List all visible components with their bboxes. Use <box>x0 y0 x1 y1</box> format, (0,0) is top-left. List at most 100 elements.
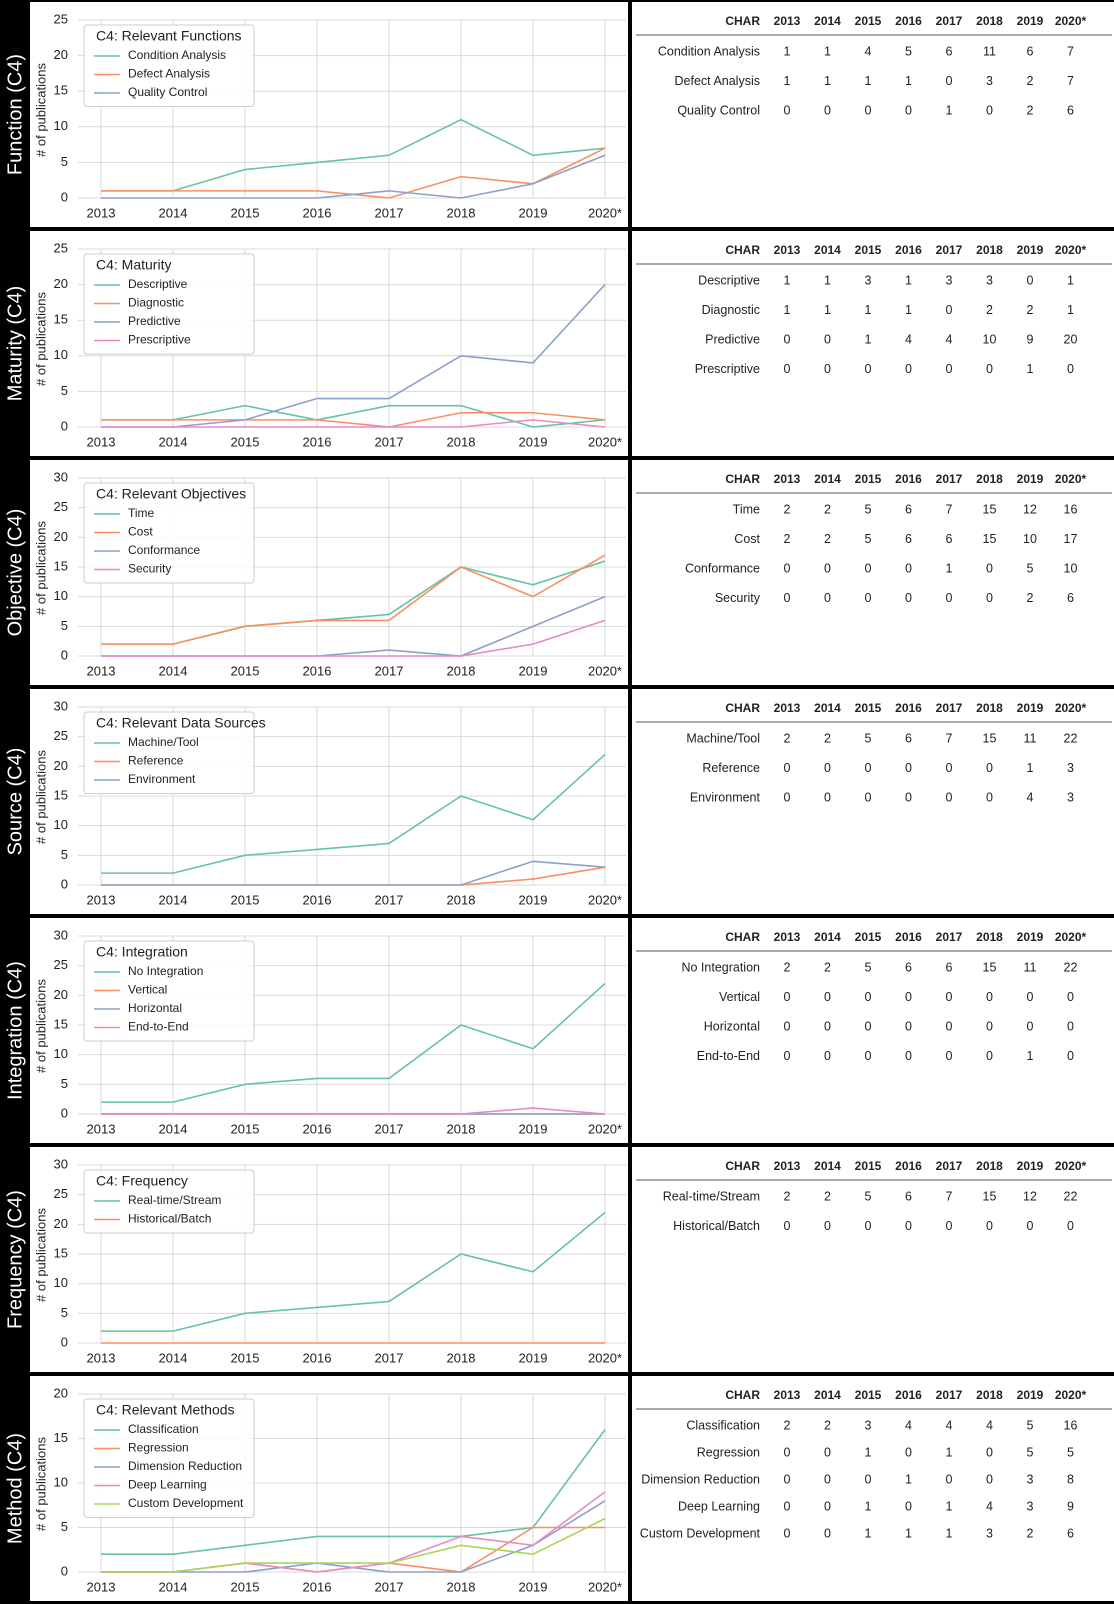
table-cell: 0 <box>824 1526 831 1540</box>
y-tick-label: 10 <box>54 118 68 133</box>
legend-label: Horizontal <box>128 1001 182 1015</box>
series-line <box>101 419 606 428</box>
y-tick-label: 20 <box>54 1385 68 1400</box>
legend-label: Descriptive <box>128 277 188 291</box>
table-cell: 20 <box>1064 332 1078 346</box>
x-tick-label: 2018 <box>447 892 476 907</box>
table-cell: 5 <box>865 960 872 974</box>
table-cell: 0 <box>784 103 791 117</box>
table-cell: 1 <box>824 74 831 88</box>
legend-label: Time <box>128 506 155 520</box>
table-header: CHAR <box>725 701 760 715</box>
table-cell: 0 <box>865 990 872 1004</box>
table-year: 2016 <box>895 1388 922 1402</box>
table-year: 2015 <box>855 1388 882 1402</box>
table-cell: 0 <box>784 591 791 605</box>
table-cell: 2 <box>784 502 791 516</box>
table-cell: 3 <box>1067 790 1074 804</box>
table-cell: 11 <box>983 44 996 58</box>
table-cell: 0 <box>946 303 953 317</box>
legend-title: C4: Frequency <box>96 1173 188 1189</box>
table-row-label: Diagnostic <box>702 303 760 317</box>
legend-label: No Integration <box>128 964 203 978</box>
legend-title: C4: Integration <box>96 944 188 960</box>
table-row-label: Descriptive <box>698 273 760 287</box>
x-tick-label: 2020* <box>588 663 622 678</box>
table-cell: 0 <box>986 790 993 804</box>
table-year: 2013 <box>774 472 801 486</box>
table-year: 2015 <box>855 1159 882 1173</box>
y-tick-label: 25 <box>54 11 68 26</box>
y-tick-label: 15 <box>54 312 68 327</box>
table-cell: 0 <box>946 362 953 376</box>
table-year: 2013 <box>774 930 801 944</box>
legend-label: Regression <box>128 1441 189 1455</box>
table-year: 2014 <box>814 1388 841 1402</box>
table-cell: 1 <box>905 273 912 287</box>
legend-label: Security <box>128 562 171 576</box>
table-cell: 0 <box>824 790 831 804</box>
table-cell: 0 <box>784 1472 791 1486</box>
table-cell: 0 <box>946 1219 953 1233</box>
table-cell: 0 <box>824 591 831 605</box>
y-axis-label: # of publications <box>33 292 48 386</box>
table-cell: 2 <box>784 532 791 546</box>
table-year: 2013 <box>774 701 801 715</box>
table-row-label: Conformance <box>685 561 760 575</box>
y-tick-label: 15 <box>54 83 68 98</box>
y-tick-label: 5 <box>61 618 68 633</box>
table-cell: 5 <box>865 1189 872 1203</box>
table-cell: 0 <box>865 790 872 804</box>
table-cell: 22 <box>1064 960 1078 974</box>
table-cell: 1 <box>946 1445 953 1459</box>
table-cell: 0 <box>784 761 791 775</box>
x-tick-label: 2015 <box>231 1121 260 1136</box>
legend-label: Classification <box>128 1422 199 1436</box>
table-cell: 0 <box>905 1049 912 1063</box>
table-cell: 0 <box>905 1499 912 1513</box>
table-year: 2019 <box>1017 701 1044 715</box>
x-tick-label: 2014 <box>159 1121 188 1136</box>
table-row-label: No Integration <box>681 960 760 974</box>
y-tick-label: 20 <box>54 276 68 291</box>
y-tick-label: 20 <box>54 529 68 544</box>
table-cell: 2 <box>1027 103 1034 117</box>
table-cell: 22 <box>1064 731 1078 745</box>
x-tick-label: 2020* <box>588 205 622 220</box>
x-tick-label: 2020* <box>588 1350 622 1365</box>
y-tick-label: 5 <box>61 154 68 169</box>
table-year: 2015 <box>855 930 882 944</box>
y-tick-label: 25 <box>54 240 68 255</box>
legend-label: Vertical <box>128 983 167 997</box>
table-cell: 0 <box>905 761 912 775</box>
table-year: 2013 <box>774 14 801 28</box>
legend-label: Deep Learning <box>128 1478 207 1492</box>
x-tick-label: 2017 <box>375 434 404 449</box>
legend-label: Environment <box>128 772 196 786</box>
table-year: 2019 <box>1017 243 1044 257</box>
table-row-label: Condition Analysis <box>658 44 760 58</box>
table-cell: 0 <box>784 990 791 1004</box>
table-cell: 11 <box>1024 731 1037 745</box>
y-axis-label: # of publications <box>33 750 48 844</box>
table-cell: 0 <box>1067 1219 1074 1233</box>
table-cell: 0 <box>905 561 912 575</box>
table-year: 2020* <box>1055 472 1087 486</box>
legend-label: Dimension Reduction <box>128 1459 242 1473</box>
table-cell: 9 <box>1067 1499 1074 1513</box>
legend-label: Quality Control <box>128 85 207 99</box>
table-cell: 0 <box>784 790 791 804</box>
table-cell: 0 <box>986 1019 993 1033</box>
legend-box <box>83 711 255 794</box>
table-year: 2018 <box>976 1388 1003 1402</box>
series-line <box>101 619 606 657</box>
table-cell: 0 <box>1067 1049 1074 1063</box>
x-tick-label: 2015 <box>231 892 260 907</box>
table-cell: 0 <box>946 591 953 605</box>
legend-label: Predictive <box>128 314 181 328</box>
table-cell: 7 <box>1067 74 1074 88</box>
table-year: 2015 <box>855 14 882 28</box>
table-row-label: Deep Learning <box>678 1499 760 1513</box>
table-cell: 5 <box>1027 1418 1034 1432</box>
table-cell: 4 <box>946 1418 953 1432</box>
